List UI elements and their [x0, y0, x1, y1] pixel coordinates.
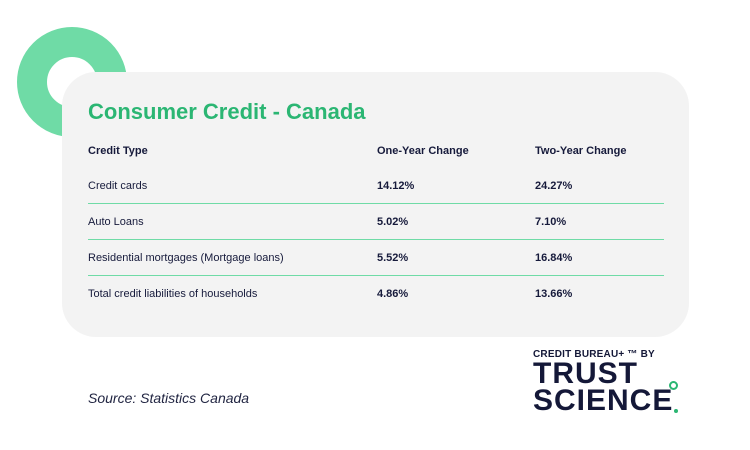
credit-type-cell: Credit cards [88, 179, 148, 192]
credit-type-cell: Auto Loans [88, 203, 377, 240]
one-year-change-cell: 5.02% [377, 203, 535, 240]
credit-card-panel: Consumer Credit - Canada Credit Type One… [62, 72, 689, 337]
two-year-change-cell: 24.27% [535, 179, 573, 192]
logo-tagline: CREDIT BUREAU+ ™ BY [533, 349, 655, 360]
table-row: Residential mortgages (Mortgage loans) 5… [88, 239, 664, 276]
two-year-change-cell: 13.66% [535, 275, 664, 311]
credit-type-cell: Total credit liabilities of households [88, 275, 377, 311]
credit-type-cell: Residential mortgages (Mortgage loans) [88, 239, 377, 276]
column-header-two-year-change: Two-Year Change [535, 145, 627, 157]
page-title: Consumer Credit - Canada [88, 99, 366, 124]
two-year-change-cell: 16.84% [535, 239, 664, 276]
logo-wordmark-science: SCIENCE [533, 384, 674, 417]
one-year-change-cell: 4.86% [377, 275, 535, 311]
one-year-change-cell: 5.52% [377, 239, 535, 276]
table-header-row: Credit Type One-Year Change Two-Year Cha… [88, 134, 664, 168]
logo-dot-icon [674, 409, 678, 413]
trust-science-logo: CREDIT BUREAU+ ™ BY TRUST SCIENCE [533, 349, 683, 421]
table-row: Credit cards 14.12% 24.27% [88, 168, 664, 204]
logo-wordmark-trust: TRUST [533, 357, 638, 390]
column-header-credit-type: Credit Type [88, 145, 148, 157]
table-row: Auto Loans 5.02% 7.10% [88, 203, 664, 240]
two-year-change-cell: 7.10% [535, 203, 664, 240]
source-note: Source: Statistics Canada [88, 390, 250, 406]
logo-ring-icon [669, 381, 678, 390]
column-header-one-year-change: One-Year Change [377, 145, 469, 157]
table-row: Total credit liabilities of households 4… [88, 275, 664, 311]
consumer-credit-table: Credit Type One-Year Change Two-Year Cha… [88, 134, 664, 311]
one-year-change-cell: 14.12% [377, 179, 415, 192]
